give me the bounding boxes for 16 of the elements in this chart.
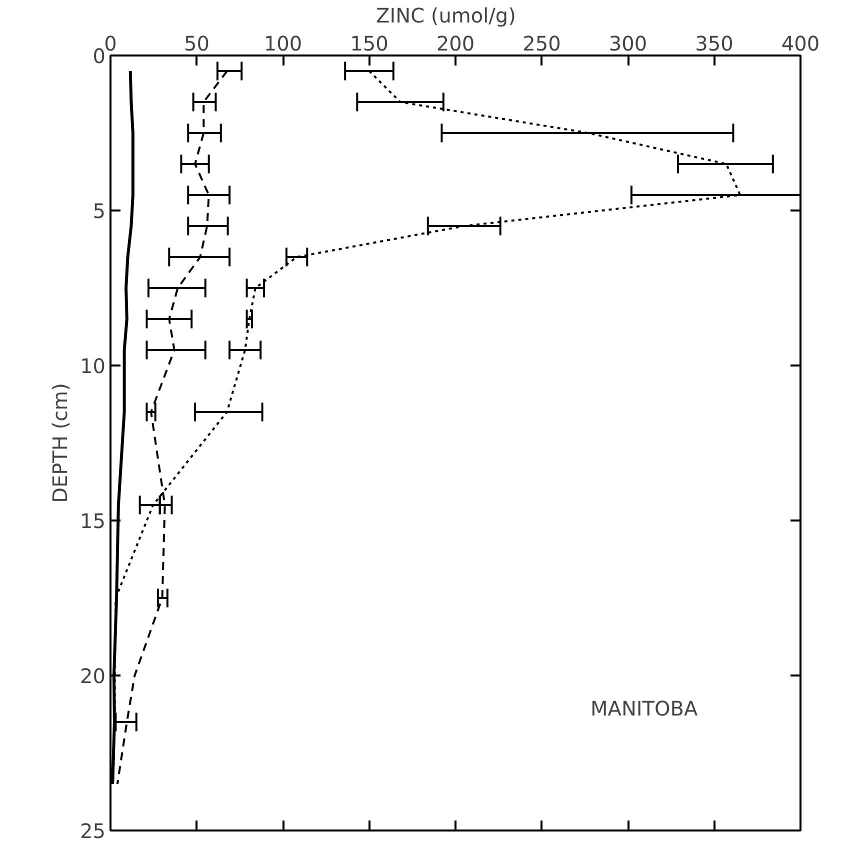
x-tick-label: 250 (522, 32, 561, 56)
x-axis-title: ZINC (umol/g) (376, 4, 516, 28)
y-tick-label: 25 (80, 819, 106, 843)
y-tick-label: 15 (80, 509, 106, 533)
y-tick-label: 5 (92, 199, 106, 223)
x-tick-label: 350 (695, 32, 734, 56)
x-tick-label: 150 (350, 32, 388, 56)
y-tick-label: 10 (80, 354, 106, 378)
y-tick-label: 20 (80, 664, 106, 688)
x-tick-label: 100 (264, 32, 302, 56)
x-tick-label: 400 (781, 32, 820, 56)
x-tick-label: 200 (436, 32, 475, 56)
x-tick-label: 50 (184, 32, 210, 56)
annotation: MANITOBA (590, 696, 698, 720)
x-tick-label: 300 (608, 32, 648, 56)
y-axis-title: DEPTH (cm) (48, 383, 72, 503)
